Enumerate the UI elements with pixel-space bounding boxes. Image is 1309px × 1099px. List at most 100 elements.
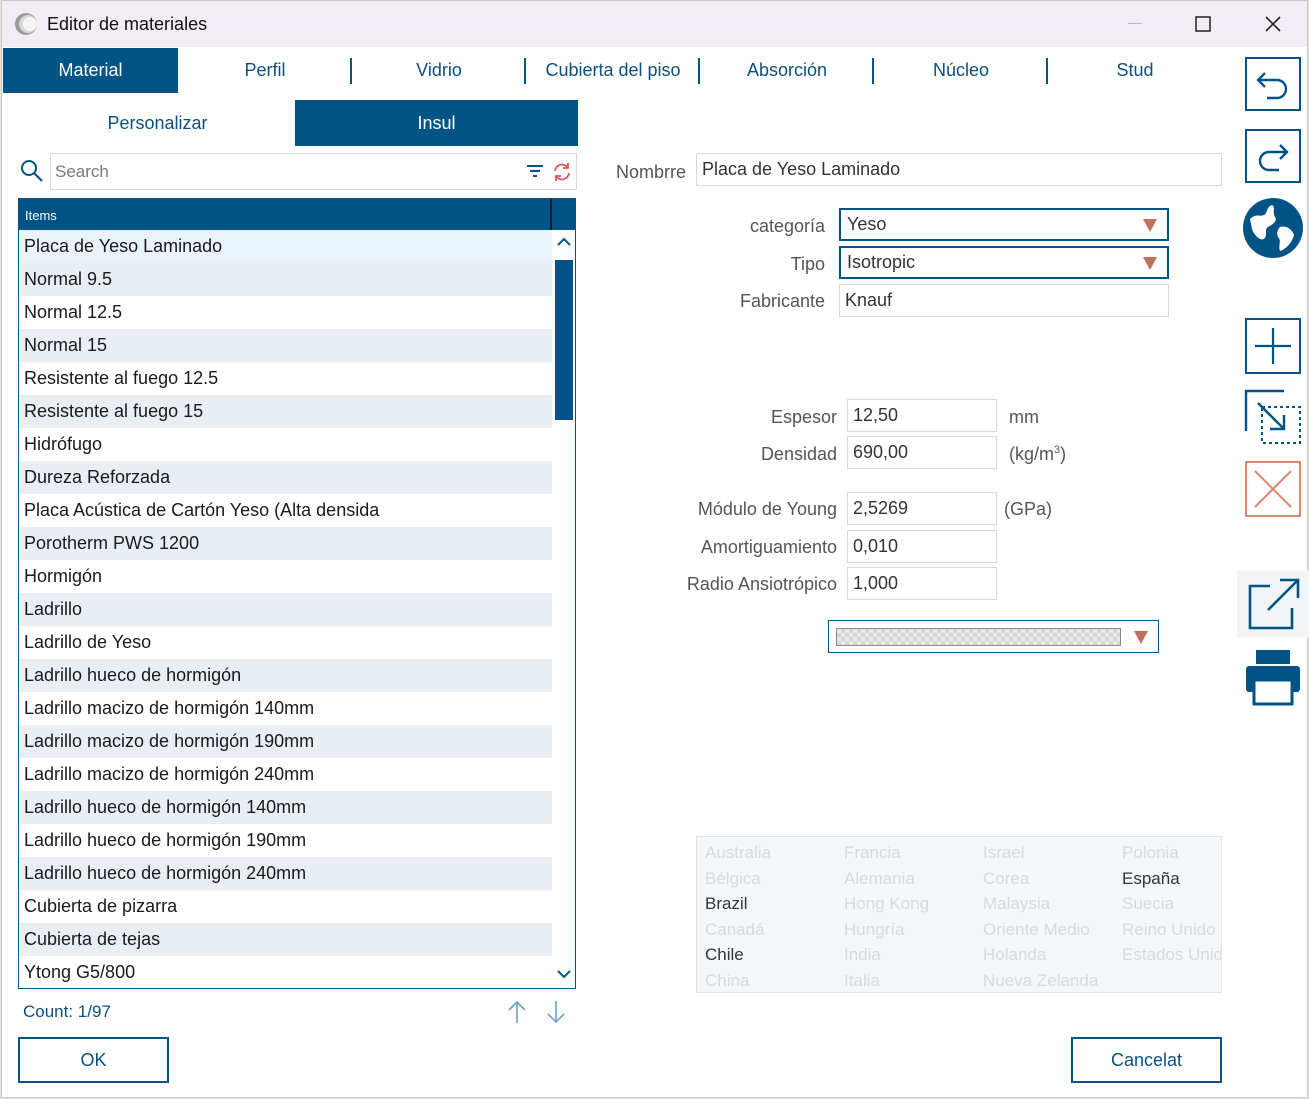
radio-anisotropico-field[interactable]: 1,000 <box>847 567 997 600</box>
tab-nucleo[interactable]: Núcleo <box>932 60 990 80</box>
redo-icon[interactable] <box>1245 129 1301 183</box>
tab-cubierta-del-piso[interactable]: Cubierta del piso <box>545 60 681 80</box>
list-item[interactable]: Cubierta de tejas <box>19 923 552 956</box>
country-option[interactable]: España <box>1122 868 1180 888</box>
list-item[interactable]: Ladrillo macizo de hormigón 140mm <box>19 692 552 725</box>
list-item[interactable]: Cubierta de pizarra <box>19 890 552 923</box>
move-down-arrow-icon[interactable] <box>545 999 567 1025</box>
chevron-up-icon <box>556 237 571 246</box>
list-item[interactable]: Ladrillo macizo de hormigón 240mm <box>19 758 552 791</box>
list-item[interactable]: Normal 15 <box>19 329 552 362</box>
list-item[interactable]: Ladrillo de Yeso <box>19 626 552 659</box>
cancel-button[interactable]: Cancelat <box>1071 1037 1222 1083</box>
subtab-insul[interactable]: Insul <box>295 100 578 146</box>
countries-list: Australia Bélgica Brazil Canadá Chile China Fr… <box>696 836 1222 993</box>
country-option[interactable]: India <box>844 945 881 964</box>
densidad-field[interactable]: 690,00 <box>847 436 997 469</box>
scroll-thumb[interactable] <box>555 260 573 420</box>
tab-separator <box>698 58 700 84</box>
amortiguamiento-field[interactable]: 0,010 <box>847 530 997 563</box>
tab-stud[interactable]: Stud <box>1116 60 1154 80</box>
densidad-unit: (kg/m3) <box>1009 444 1067 464</box>
undo-icon[interactable] <box>1245 57 1301 111</box>
search-input[interactable] <box>55 159 510 185</box>
filter-icon[interactable] <box>525 162 545 182</box>
minimize-button[interactable] <box>1112 9 1158 39</box>
tab-separator <box>872 58 874 84</box>
maximize-button[interactable] <box>1180 9 1226 39</box>
tab-material[interactable]: Material <box>3 48 178 93</box>
tipo-select[interactable]: Isotropic <box>839 246 1169 279</box>
close-button[interactable] <box>1250 9 1296 39</box>
country-option[interactable]: Chile <box>705 945 744 964</box>
categoria-value: Yeso <box>847 214 887 234</box>
country-option[interactable]: Alemania <box>844 868 915 888</box>
country-option[interactable]: Hong Kong <box>844 894 930 913</box>
scroll-down-button[interactable] <box>552 962 575 986</box>
country-option[interactable]: Hungría <box>844 919 905 939</box>
country-option[interactable]: Corea <box>983 868 1030 888</box>
young-field[interactable]: 2,5269 <box>847 492 997 525</box>
search-box <box>50 153 577 190</box>
country-option[interactable]: Reino Unido <box>1122 919 1216 939</box>
list-item[interactable]: Placa Acústica de Cartón Yeso (Alta dens… <box>19 494 552 527</box>
list-item[interactable]: Ladrillo hueco de hormigón 140mm <box>19 791 552 824</box>
print-icon[interactable] <box>1244 648 1302 706</box>
list-item[interactable]: Resistente al fuego 15 <box>19 395 552 428</box>
country-option[interactable]: China <box>705 970 750 990</box>
tipo-label: Tipo <box>790 254 825 274</box>
categoria-select[interactable]: Yeso <box>839 208 1169 241</box>
tab-vidrio[interactable]: Vidrio <box>416 60 462 80</box>
nombre-label: Nombrre <box>616 162 687 182</box>
open-external-button[interactable] <box>1237 570 1309 638</box>
list-item[interactable]: Ladrillo hueco de hormigón <box>19 659 552 692</box>
country-option[interactable]: Oriente Medio <box>983 919 1090 939</box>
country-option[interactable]: Australia <box>705 843 772 862</box>
list-item[interactable]: Normal 9.5 <box>19 263 552 296</box>
nombre-field[interactable]: Placa de Yeso Laminado <box>696 153 1222 186</box>
list-scrollbar[interactable] <box>552 230 575 988</box>
list-item[interactable]: Ytong G5/800 <box>19 956 552 988</box>
move-up-arrow-icon[interactable] <box>506 999 528 1025</box>
country-option[interactable]: Nueva Zelanda <box>983 970 1099 990</box>
globe-icon[interactable] <box>1242 197 1304 259</box>
tab-separator <box>1046 58 1048 84</box>
country-option[interactable]: Estados Unidos <box>1122 945 1221 964</box>
fabricante-label: Fabricante <box>739 291 825 311</box>
list-item[interactable]: Normal 12.5 <box>19 296 552 329</box>
list-item[interactable]: Placa de Yeso Laminado <box>19 230 552 263</box>
country-option[interactable]: Brazil <box>705 894 748 913</box>
espesor-field[interactable]: 12,50 <box>847 399 997 432</box>
add-icon[interactable] <box>1245 318 1301 374</box>
hatch-pattern-select[interactable] <box>828 620 1159 653</box>
list-item[interactable]: Resistente al fuego 12.5 <box>19 362 552 395</box>
list-item[interactable]: Ladrillo hueco de hormigón 240mm <box>19 857 552 890</box>
tab-absorcion[interactable]: Absorción <box>746 60 828 80</box>
list-item[interactable]: Ladrillo hueco de hormigón 190mm <box>19 824 552 857</box>
refresh-icon[interactable] <box>551 161 573 183</box>
country-option[interactable]: Suecia <box>1122 894 1174 913</box>
list-item[interactable]: Hormigón <box>19 560 552 593</box>
list-item[interactable]: Ladrillo macizo de hormigón 190mm <box>19 725 552 758</box>
list-item[interactable]: Ladrillo <box>19 593 552 626</box>
country-option[interactable]: Italia <box>844 970 880 990</box>
young-unit: (GPa) <box>1004 499 1053 519</box>
country-option[interactable]: Malaysia <box>983 894 1051 913</box>
ok-button[interactable]: OK <box>18 1037 169 1083</box>
country-option[interactable]: Polonia <box>1122 843 1179 862</box>
fabricante-field[interactable]: Knauf <box>839 284 1169 317</box>
country-option[interactable]: Israel <box>983 843 1025 862</box>
dropdown-caret-icon <box>1143 257 1157 270</box>
tab-perfil[interactable]: Perfil <box>244 60 286 80</box>
list-item[interactable]: Dureza Reforzada <box>19 461 552 494</box>
delete-icon[interactable] <box>1245 461 1301 517</box>
country-option[interactable]: Francia <box>844 843 901 862</box>
country-option[interactable]: Holanda <box>983 945 1047 964</box>
scroll-up-button[interactable] <box>552 230 575 254</box>
country-option[interactable]: Bélgica <box>705 868 761 888</box>
country-option[interactable]: Canadá <box>705 919 765 939</box>
list-item[interactable]: Porotherm PWS 1200 <box>19 527 552 560</box>
subtab-personalizar[interactable]: Personalizar <box>107 112 208 133</box>
export-copy-icon[interactable] <box>1244 389 1302 445</box>
list-item[interactable]: Hidrófugo <box>19 428 552 461</box>
